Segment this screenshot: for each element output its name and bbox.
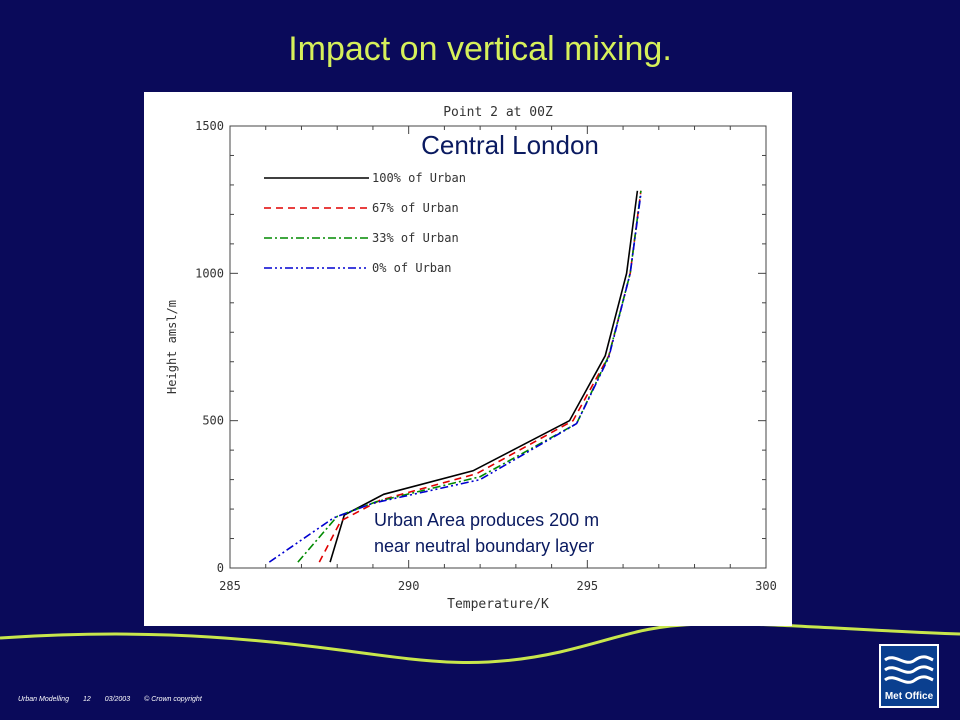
x-tick-label: 290 [398,579,420,593]
y-tick-label: 0 [217,561,224,575]
series-line-3 [268,193,642,563]
legend-label-1: 67% of Urban [372,201,459,215]
footer-date: 03/2003 [104,696,131,703]
footer-page-number: 12 [82,696,91,703]
x-tick-label: 285 [219,579,241,593]
met-office-logo: Met Office [879,644,939,708]
logo-text: Met Office [884,691,934,702]
chart-title: Point 2 at 00Z [443,105,553,120]
x-tick-label: 295 [576,579,598,593]
y-tick-label: 1500 [195,119,224,133]
y-tick-label: 1000 [195,266,224,280]
y-axis-label: Height amsl/m [165,300,179,394]
footer: Urban Modelling 12 03/2003 © Crown copyrigh… [18,696,216,703]
series-line-2 [297,190,642,563]
plot-frame [229,125,767,569]
annotation-line-1: near neutral boundary layer [374,536,594,556]
chart-panel: Point 2 at 00Z Central London 285 290 295 300… [144,92,792,626]
wave-line [0,622,960,665]
legend-label-2: 33% of Urban [372,231,459,245]
footer-copyright: © Crown copyright [144,696,202,703]
x-tick-label: 300 [755,579,777,593]
slide-title: Impact on vertical mixing. [288,30,672,68]
temperature-height-chart: Point 2 at 00Z Central London 285 290 295 300… [165,105,777,612]
annotation-line-0: Urban Area produces 200 m [374,510,599,530]
footer-title: Urban Modelling [18,696,69,703]
x-axis-label: Temperature/K [447,597,549,612]
legend-label-3: 0% of Urban [372,261,451,275]
chart-subtitle: Central London [421,130,599,160]
wave-stripes-icon [884,655,934,684]
series-line-0 [329,190,639,563]
legend-label-0: 100% of Urban [372,171,466,185]
series-line-1 [318,190,642,563]
y-tick-label: 500 [202,414,224,428]
